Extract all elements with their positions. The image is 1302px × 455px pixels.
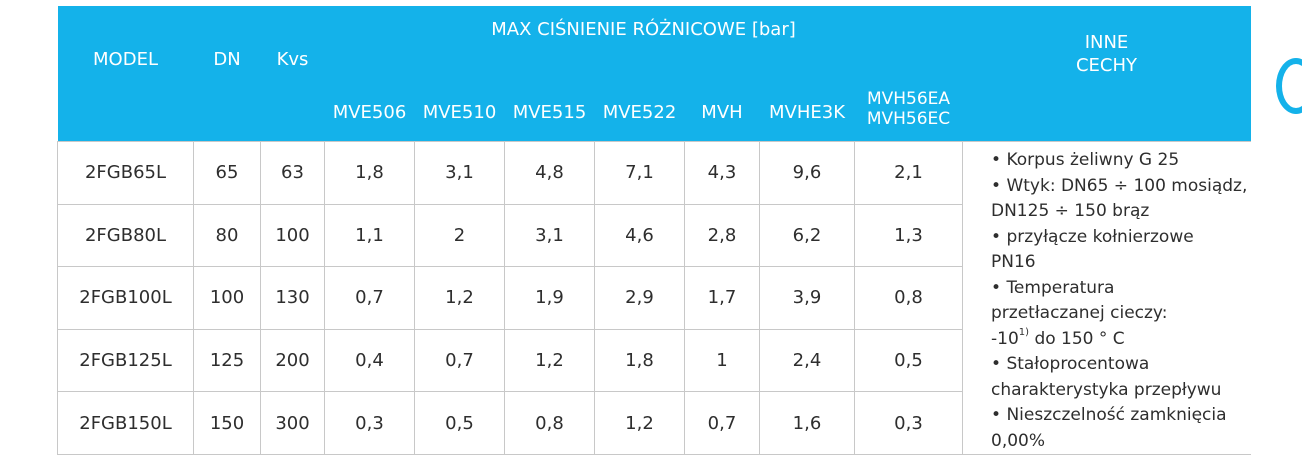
cell-kvs: 130 [260,266,325,330]
header-mve522: MVE522 [594,70,685,142]
cell-value: 1,2 [594,391,685,455]
header-kvs: Kvs [260,6,325,142]
feature-characteristic: Stałoprocentowa [991,352,1251,378]
cell-value: 1,8 [324,141,415,205]
table-row: 2FGB150L 150 300 0,3 0,5 0,8 1,2 0,7 1,6… [57,391,1251,455]
features-cell: Korpus żeliwny G 25 Wtyk: DN65 ÷ 100 mos… [962,141,1251,455]
temp-max: do 150 ° C [1029,328,1125,349]
cell-model: 2FGB80L [57,203,194,268]
cell-value: 1,7 [684,266,760,330]
feature-leakage: Nieszczelność zamknięcia [991,403,1251,429]
cell-value: 1,8 [594,328,685,393]
cell-dn: 80 [193,203,261,268]
cell-value: 4,3 [684,141,760,205]
header-other-features: INNE CECHY [962,6,1251,142]
cell-value: 0,4 [324,328,415,393]
cell-value: 1,3 [854,203,963,268]
header-mvh: MVH [684,70,760,142]
cell-model: 2FGB150L [57,391,194,455]
cell-value: 4,8 [504,141,595,205]
footnote-ref: 1) [1018,326,1030,338]
cell-value: 1,6 [759,391,855,455]
cell-value: 0,8 [854,266,963,330]
header-mve506: MVE506 [324,70,415,142]
header-mve515: MVE515 [504,70,595,142]
cell-value: 2 [414,203,505,268]
cell-value: 7,1 [594,141,685,205]
cell-value: 0,7 [414,328,505,393]
feature-connection: przyłącze kołnierzowe [991,225,1251,251]
feature-characteristic-cont: charakterystyka przepływu [991,379,1222,400]
table-row: 2FGB80L 80 100 1,1 2 3,1 4,6 2,8 6,2 1,3 [57,203,1251,268]
cell-value: 1,1 [324,203,415,268]
cell-value: 3,9 [759,266,855,330]
temp-min: -10 [991,328,1019,349]
feature-plug: Wtyk: DN65 ÷ 100 mosiądz, [991,174,1251,200]
header-dn: DN [193,6,261,142]
cell-kvs: 63 [260,141,325,205]
header-model: MODEL [57,6,194,142]
cell-value: 1 [684,328,760,393]
header-cechy: CECHY [1075,54,1138,76]
cell-value: 0,5 [854,328,963,393]
cell-value: 2,4 [759,328,855,393]
cell-kvs: 300 [260,391,325,455]
header-mvh56: MVH56EA MVH56EC [854,70,963,142]
cell-model: 2FGB125L [57,328,194,393]
feature-body: Korpus żeliwny G 25 [991,148,1251,174]
header-mvh56ec: MVH56EC [866,108,951,129]
cell-value: 6,2 [759,203,855,268]
header-mvh56ea: MVH56EA [866,88,951,109]
header-inne: INNE [1084,32,1129,53]
cell-dn: 65 [193,141,261,205]
cell-value: 0,3 [854,391,963,455]
cell-value: 1,9 [504,266,595,330]
cell-kvs: 100 [260,203,325,268]
cell-value: 2,9 [594,266,685,330]
feature-temperature-cont: przetłaczanej cieczy: [991,303,1168,323]
header-mvhe3k: MVHE3K [759,70,855,142]
cell-dn: 125 [193,328,261,393]
feature-leakage-cont: 0,00% [991,430,1046,451]
feature-temperature: Temperatura [991,276,1251,302]
logo-arc-icon [1276,58,1302,114]
cell-value: 2,8 [684,203,760,268]
feature-plug-cont: DN125 ÷ 150 brąz [991,201,1150,221]
cell-value: 0,8 [504,391,595,455]
cell-value: 3,1 [504,203,595,268]
cell-value: 0,7 [324,266,415,330]
cell-value: 9,6 [759,141,855,205]
pressure-table: MODEL DN Kvs MAX CIŚNIENIE RÓŻNICOWE [ba… [57,6,1251,455]
cell-dn: 150 [193,391,261,455]
cell-value: 0,5 [414,391,505,455]
cell-value: 0,7 [684,391,760,455]
cell-model: 2FGB65L [57,141,194,205]
cell-value: 1,2 [504,328,595,393]
cell-value: 2,1 [854,141,963,205]
cell-value: 1,2 [414,266,505,330]
cell-kvs: 200 [260,328,325,393]
table-row: 2FGB65L 65 63 1,8 3,1 4,8 7,1 4,3 9,6 2,… [57,141,1251,455]
header-max-pressure: MAX CIŚNIENIE RÓŻNICOWE [bar] [324,6,963,70]
feature-connection-cont: PN16 [991,252,1036,272]
cell-model: 2FGB100L [57,266,194,330]
cell-value: 3,1 [414,141,505,205]
cell-value: 4,6 [594,203,685,268]
header-mve510: MVE510 [414,70,505,142]
cell-dn: 100 [193,266,261,330]
cell-value: 0,3 [324,391,415,455]
feature-temperature-range: -101) do 150 ° C [991,327,1251,353]
